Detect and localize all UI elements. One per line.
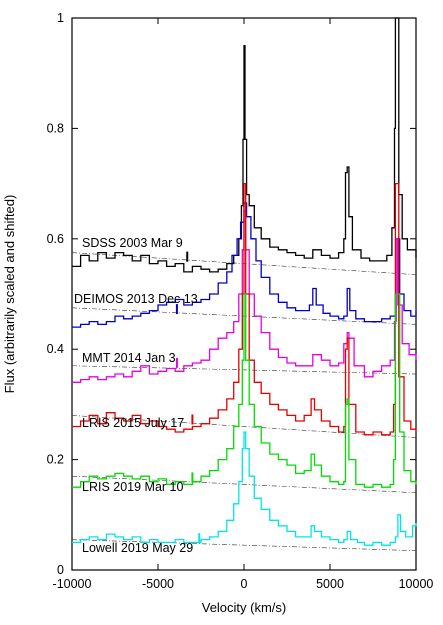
- series-labels: SDSS 2003 Mar 9 DEIMOS 2013 Dec 13 MMT 201…: [74, 236, 198, 555]
- series-0-line: [72, 17, 417, 273]
- series-3-label: LRIS 2015 July 17: [82, 416, 184, 430]
- y-tick-label: 0.2: [47, 453, 64, 467]
- series-4-label: LRIS 2019 Mar 10: [82, 480, 183, 494]
- y-tick-label: 0.8: [47, 121, 64, 135]
- series-3-baseline: [71, 415, 417, 438]
- x-tick-label: -10000: [53, 577, 92, 591]
- series-5-label: Lowell 2019 May 29: [82, 541, 193, 555]
- series-5-baseline: [71, 539, 417, 551]
- series-2-label: MMT 2014 Jan 3: [82, 351, 176, 365]
- x-tick-label: -5000: [142, 577, 174, 591]
- series-2-line: [72, 210, 417, 383]
- y-tick-label: 1: [57, 11, 64, 25]
- series-layer: [71, 17, 417, 551]
- axes-layer: -10000 -5000 0 5000 10000 0 0.2 0.4 0.6 0.8 1: [47, 11, 434, 591]
- series-0-label: SDSS 2003 Mar 9: [82, 236, 183, 250]
- series-5-line: [72, 431, 417, 546]
- series-1-label: DEIMOS 2013 Dec 13: [74, 292, 198, 306]
- y-axis-label: Flux (arbitrarily scaled and shifted): [2, 195, 17, 394]
- y-tick-label: 0.6: [47, 232, 64, 246]
- series-2-baseline: [71, 365, 417, 375]
- series-4-baseline: [71, 475, 417, 494]
- x-tick-label: 5000: [316, 577, 344, 591]
- x-tick-label: 10000: [399, 577, 434, 591]
- y-tick-label: 0.4: [47, 342, 64, 356]
- y-tick-label: 0: [57, 563, 64, 577]
- series-1-line: [72, 202, 417, 328]
- x-axis-label: Velocity (km/s): [202, 600, 287, 615]
- series-3-line: [72, 182, 417, 436]
- x-tick-label: 0: [241, 577, 248, 591]
- series-4-line: [72, 293, 417, 488]
